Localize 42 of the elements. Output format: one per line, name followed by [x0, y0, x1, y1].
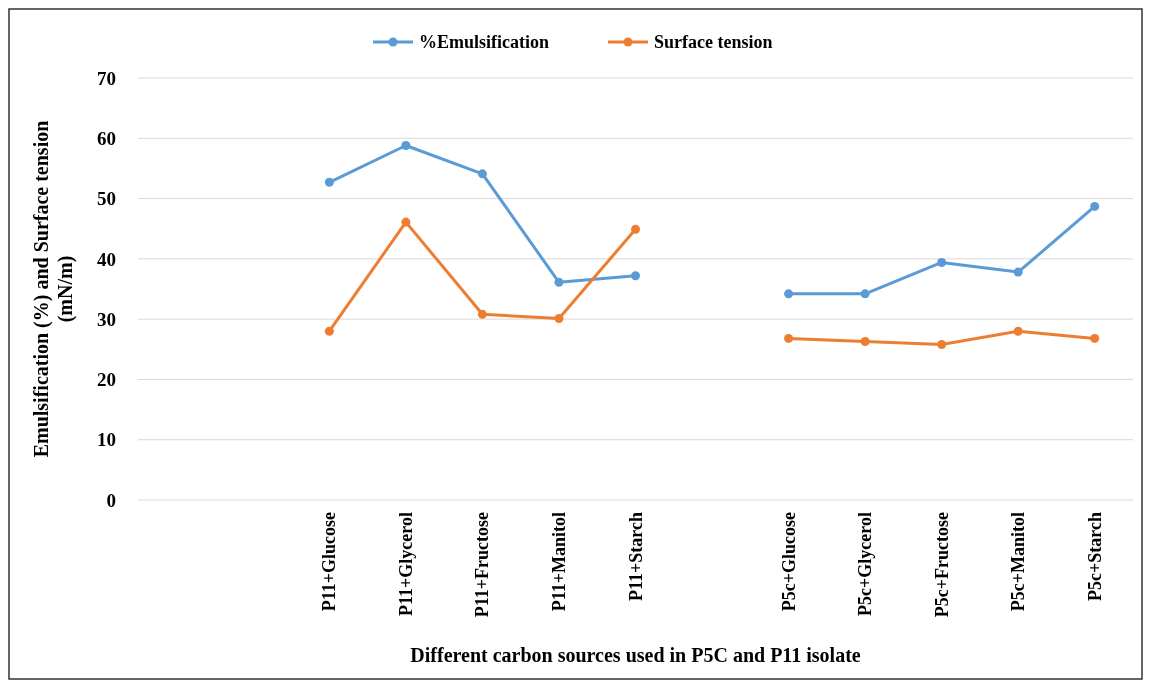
point: [631, 271, 640, 281]
x-tick-label: P11+Fructose: [472, 511, 493, 618]
point: [784, 289, 794, 299]
point: [1090, 333, 1100, 343]
point: [554, 277, 564, 287]
point: [1013, 267, 1023, 277]
point: [937, 339, 947, 349]
legend-label: Surface tension: [654, 32, 773, 53]
y-tick-label: 70: [97, 67, 116, 89]
point: [324, 326, 334, 336]
point: [937, 257, 947, 267]
y-axis-title: Emulsification (%) and Surface tension (mN/m): [30, 120, 77, 458]
x-tick-label: P5c+Glucose: [778, 512, 799, 612]
point: [477, 169, 487, 179]
point: [554, 314, 564, 324]
x-tick-label: P5c+Starch: [1084, 512, 1105, 601]
x-tick-label: P5c+Fructose: [931, 511, 952, 618]
point: [860, 289, 870, 299]
y-tick-label: 60: [97, 127, 116, 149]
y-tick-label: 20: [97, 369, 116, 391]
point: [401, 141, 411, 151]
x-tick-label: P5c+Manitol: [1008, 512, 1029, 612]
point: [1013, 326, 1023, 336]
legend-label: %Emulsification: [419, 32, 550, 53]
point: [860, 336, 870, 346]
point: [631, 224, 640, 234]
point: [477, 309, 487, 319]
point: [1090, 201, 1100, 211]
y-tick-label: 10: [97, 429, 116, 451]
x-tick-label: P5c+Glycerol: [855, 512, 876, 616]
x-tick-label: P11+Glycerol: [395, 512, 416, 616]
x-axis-title: Different carbon sources used in P5C and P11 isolate: [410, 644, 861, 666]
y-tick-label: 50: [97, 188, 116, 210]
y-tick-label: 30: [97, 308, 116, 330]
y-tick-label: 40: [97, 248, 116, 270]
x-tick-label: P11+Starch: [625, 512, 646, 601]
point: [324, 177, 334, 187]
y-tick-label: 0: [106, 489, 116, 511]
point: [784, 333, 794, 343]
x-tick-label: P11+Glucose: [319, 512, 340, 612]
point: [401, 217, 411, 227]
x-tick-label: P11+Manitol: [548, 512, 569, 612]
